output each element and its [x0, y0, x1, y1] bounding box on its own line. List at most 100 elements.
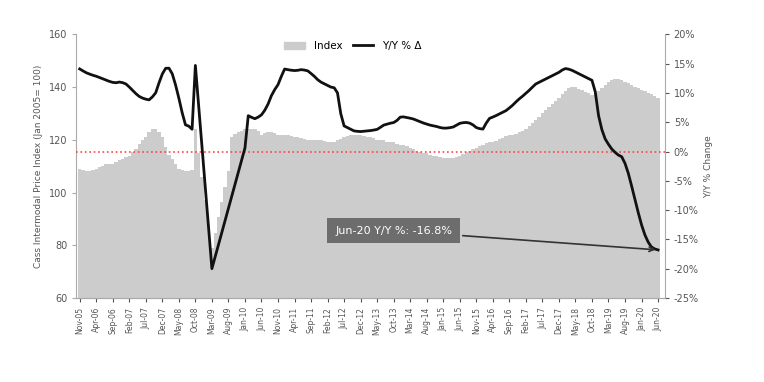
- Legend: Index, Y/Y % Δ: Index, Y/Y % Δ: [280, 37, 426, 55]
- Bar: [316, 140, 319, 382]
- Bar: [623, 82, 626, 382]
- Bar: [312, 140, 316, 382]
- Bar: [435, 155, 439, 382]
- Bar: [630, 85, 633, 382]
- Bar: [375, 140, 379, 382]
- Bar: [151, 129, 154, 382]
- Bar: [465, 152, 468, 382]
- Bar: [498, 139, 501, 382]
- Bar: [554, 101, 557, 382]
- Bar: [557, 98, 561, 382]
- Bar: [504, 136, 508, 382]
- Bar: [138, 144, 141, 382]
- Bar: [650, 94, 653, 382]
- Bar: [537, 117, 541, 382]
- Bar: [468, 151, 471, 382]
- Bar: [494, 141, 498, 382]
- Bar: [432, 155, 435, 382]
- Bar: [177, 169, 180, 382]
- Bar: [392, 142, 395, 382]
- Bar: [78, 169, 81, 382]
- Bar: [415, 151, 419, 382]
- Bar: [389, 142, 392, 382]
- Bar: [204, 201, 207, 382]
- Bar: [633, 87, 636, 382]
- Bar: [250, 129, 253, 382]
- Bar: [326, 142, 329, 382]
- Bar: [474, 148, 478, 382]
- Bar: [385, 142, 389, 382]
- Bar: [160, 137, 164, 382]
- Bar: [442, 158, 445, 382]
- Bar: [217, 217, 220, 382]
- Bar: [293, 137, 296, 382]
- Bar: [257, 131, 260, 382]
- Bar: [349, 134, 352, 382]
- Bar: [164, 147, 167, 382]
- Bar: [653, 96, 656, 382]
- Bar: [322, 141, 326, 382]
- Bar: [101, 166, 105, 382]
- Bar: [366, 137, 369, 382]
- Bar: [336, 140, 339, 382]
- Bar: [210, 248, 214, 382]
- Bar: [118, 160, 121, 382]
- Bar: [405, 146, 409, 382]
- Bar: [461, 154, 465, 382]
- Bar: [233, 134, 237, 382]
- Bar: [220, 202, 223, 382]
- Bar: [111, 163, 115, 382]
- Bar: [514, 134, 518, 382]
- Bar: [184, 172, 187, 382]
- Bar: [613, 79, 617, 382]
- Bar: [157, 133, 160, 382]
- Bar: [491, 142, 494, 382]
- Bar: [534, 120, 537, 382]
- Bar: [544, 110, 547, 382]
- Bar: [144, 137, 147, 382]
- Bar: [290, 136, 293, 382]
- Bar: [134, 149, 138, 382]
- Bar: [283, 134, 286, 382]
- Bar: [267, 132, 270, 382]
- Bar: [187, 172, 190, 382]
- Bar: [237, 133, 240, 382]
- Bar: [81, 170, 85, 382]
- Bar: [412, 149, 415, 382]
- Bar: [594, 94, 597, 382]
- Bar: [422, 153, 425, 382]
- Bar: [656, 98, 660, 382]
- Bar: [604, 85, 607, 382]
- Bar: [296, 137, 299, 382]
- Bar: [478, 146, 481, 382]
- Bar: [626, 83, 630, 382]
- Bar: [581, 90, 584, 382]
- Bar: [227, 172, 230, 382]
- Bar: [170, 159, 174, 382]
- Bar: [91, 170, 95, 382]
- Bar: [571, 87, 574, 382]
- Bar: [564, 91, 567, 382]
- Bar: [527, 126, 531, 382]
- Bar: [501, 138, 504, 382]
- Bar: [547, 107, 551, 382]
- Bar: [511, 134, 514, 382]
- Bar: [601, 88, 604, 382]
- Bar: [518, 133, 521, 382]
- Bar: [147, 133, 151, 382]
- Bar: [636, 88, 640, 382]
- Text: Jun-20 Y/Y %: -16.8%: Jun-20 Y/Y %: -16.8%: [335, 226, 653, 251]
- Bar: [610, 80, 613, 382]
- Bar: [531, 123, 534, 382]
- Bar: [359, 134, 362, 382]
- Bar: [115, 162, 118, 382]
- Bar: [273, 133, 277, 382]
- Bar: [299, 138, 303, 382]
- Bar: [458, 155, 461, 382]
- Bar: [131, 152, 134, 382]
- Bar: [319, 140, 322, 382]
- Bar: [332, 142, 336, 382]
- Bar: [382, 140, 385, 382]
- Bar: [508, 134, 511, 382]
- Bar: [620, 80, 623, 382]
